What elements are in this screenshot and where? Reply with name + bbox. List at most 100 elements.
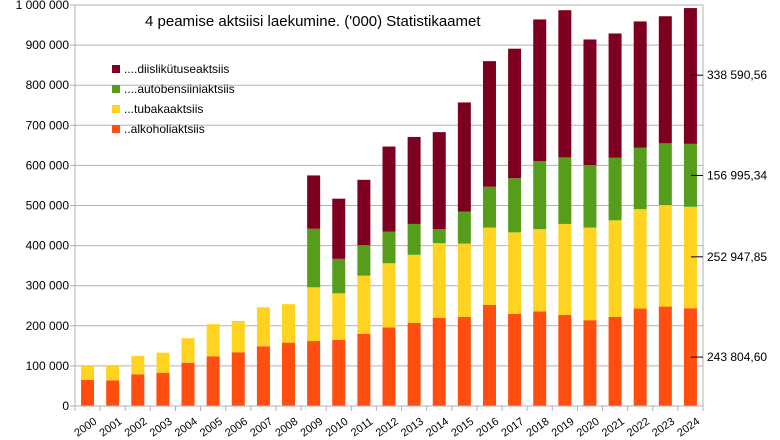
bar-segment-1 — [382, 263, 396, 328]
annotation-label: 338 590,56 — [707, 68, 767, 82]
x-tick-label: 2004 — [173, 416, 200, 440]
bar-segment-2 — [583, 164, 597, 228]
bar-segment-1 — [106, 365, 120, 381]
bar-segment-1 — [457, 243, 471, 317]
y-tick-label: 300 000 — [26, 279, 70, 293]
bar-segment-2 — [357, 245, 371, 276]
bar-segment-3 — [382, 146, 396, 232]
bar-segment-3 — [583, 39, 597, 165]
bar-segment-3 — [533, 19, 547, 161]
bar-segment-2 — [658, 143, 672, 206]
bar-segment-0 — [382, 327, 396, 406]
x-tick-label: 2024 — [675, 416, 702, 440]
bar-segment-3 — [658, 16, 672, 144]
y-tick-label: 400 000 — [26, 239, 70, 253]
bar-segment-2 — [608, 157, 622, 221]
x-tick-label: 2013 — [399, 416, 426, 440]
bar-segment-1 — [206, 324, 220, 357]
bar-segment-2 — [633, 147, 647, 210]
bar-segment-0 — [332, 339, 346, 406]
y-tick-label: 700 000 — [26, 118, 70, 132]
y-axis-ticks: 0 100 000 200 000 300 000 400 000 500 000 600 … — [16, 0, 70, 413]
bar-segment-1 — [583, 227, 597, 321]
x-tick-label: 2000 — [72, 416, 99, 440]
bar-segment-1 — [81, 365, 95, 380]
bar-segment-1 — [231, 320, 245, 353]
bar-segment-3 — [357, 179, 371, 246]
bar-segment-0 — [357, 333, 371, 406]
x-tick-label: 2008 — [273, 416, 300, 440]
x-tick-label: 2005 — [198, 416, 225, 440]
annotation-label: 156 995,34 — [707, 168, 767, 182]
x-tick-label: 2011 — [349, 416, 375, 439]
bar-segment-3 — [683, 8, 697, 144]
bar-segment-1 — [131, 355, 145, 375]
legend: ....diislikütuseaktsiis ....autobensiinia… — [112, 62, 235, 136]
bar-segment-2 — [508, 178, 522, 233]
y-tick-label: 900 000 — [26, 38, 70, 52]
bar-segment-2 — [558, 157, 572, 224]
bar-segment-0 — [206, 356, 220, 406]
y-tick-label: 0 — [62, 399, 69, 413]
chart-title: 4 peamise aktsiisi laekumine. ('000) Sta… — [145, 13, 481, 30]
bar-segment-0 — [106, 380, 120, 406]
bar-segment-3 — [482, 61, 496, 187]
legend-label: ....diislikütuseaktsiis — [124, 62, 229, 76]
bar-segment-0 — [608, 316, 622, 406]
bar-segment-1 — [432, 243, 446, 318]
y-tick-label: 100 000 — [26, 359, 70, 373]
bar-segment-1 — [683, 206, 697, 309]
bar-segment-3 — [608, 33, 622, 158]
annotation-label: 252 947,85 — [707, 250, 767, 264]
legend-label: ....autobensiiniaktsiis — [124, 82, 235, 96]
x-tick-label: 2012 — [374, 416, 401, 440]
y-tick-label: 200 000 — [26, 319, 70, 333]
x-tick-label: 2001 — [97, 416, 124, 440]
bar-segment-3 — [633, 21, 647, 148]
bar-segment-0 — [231, 352, 245, 406]
legend-swatch — [112, 105, 120, 113]
x-tick-label: 2009 — [298, 416, 325, 440]
y-tick-label: 1 000 000 — [16, 0, 70, 12]
x-tick-label: 2019 — [550, 416, 577, 440]
bar-segment-2 — [683, 143, 697, 207]
bar-segment-0 — [457, 316, 471, 406]
bar-segment-2 — [307, 228, 321, 288]
bar-segment-1 — [533, 229, 547, 312]
bar-segment-0 — [583, 320, 597, 406]
bar-segment-1 — [658, 205, 672, 307]
bar-segment-0 — [508, 313, 522, 406]
x-tick-label: 2022 — [625, 416, 652, 440]
bar-segment-2 — [332, 258, 346, 294]
bar-segment-2 — [432, 229, 446, 244]
bar-segment-0 — [131, 374, 145, 406]
bar-segment-1 — [508, 232, 522, 314]
bar-segment-2 — [533, 160, 547, 230]
x-tick-label: 2014 — [424, 416, 451, 440]
x-tick-label: 2003 — [148, 416, 175, 440]
bar-segment-1 — [256, 307, 270, 347]
bar-segment-0 — [181, 362, 195, 406]
bar-segment-2 — [482, 186, 496, 228]
bar-segment-1 — [633, 209, 647, 309]
bar-segment-0 — [407, 322, 421, 406]
x-tick-label: 2015 — [449, 416, 476, 440]
bar-segment-3 — [432, 132, 446, 230]
legend-swatch — [112, 85, 120, 93]
bar-segment-1 — [282, 304, 296, 343]
bar-area — [81, 8, 697, 406]
y-tick-label: 500 000 — [26, 199, 70, 213]
bar-segment-0 — [282, 342, 296, 406]
x-tick-label: 2006 — [223, 416, 250, 440]
bar-segment-0 — [81, 379, 95, 406]
bar-segment-0 — [533, 311, 547, 406]
bar-segment-1 — [156, 352, 170, 373]
bar-segment-1 — [558, 223, 572, 315]
bar-segment-3 — [508, 48, 522, 179]
x-axis-ticks: 2000200120022003200420052006200720082009… — [72, 405, 704, 440]
bar-segment-1 — [357, 275, 371, 334]
bar-segment-0 — [432, 317, 446, 406]
legend-swatch — [112, 65, 120, 73]
bar-segment-0 — [307, 341, 321, 406]
